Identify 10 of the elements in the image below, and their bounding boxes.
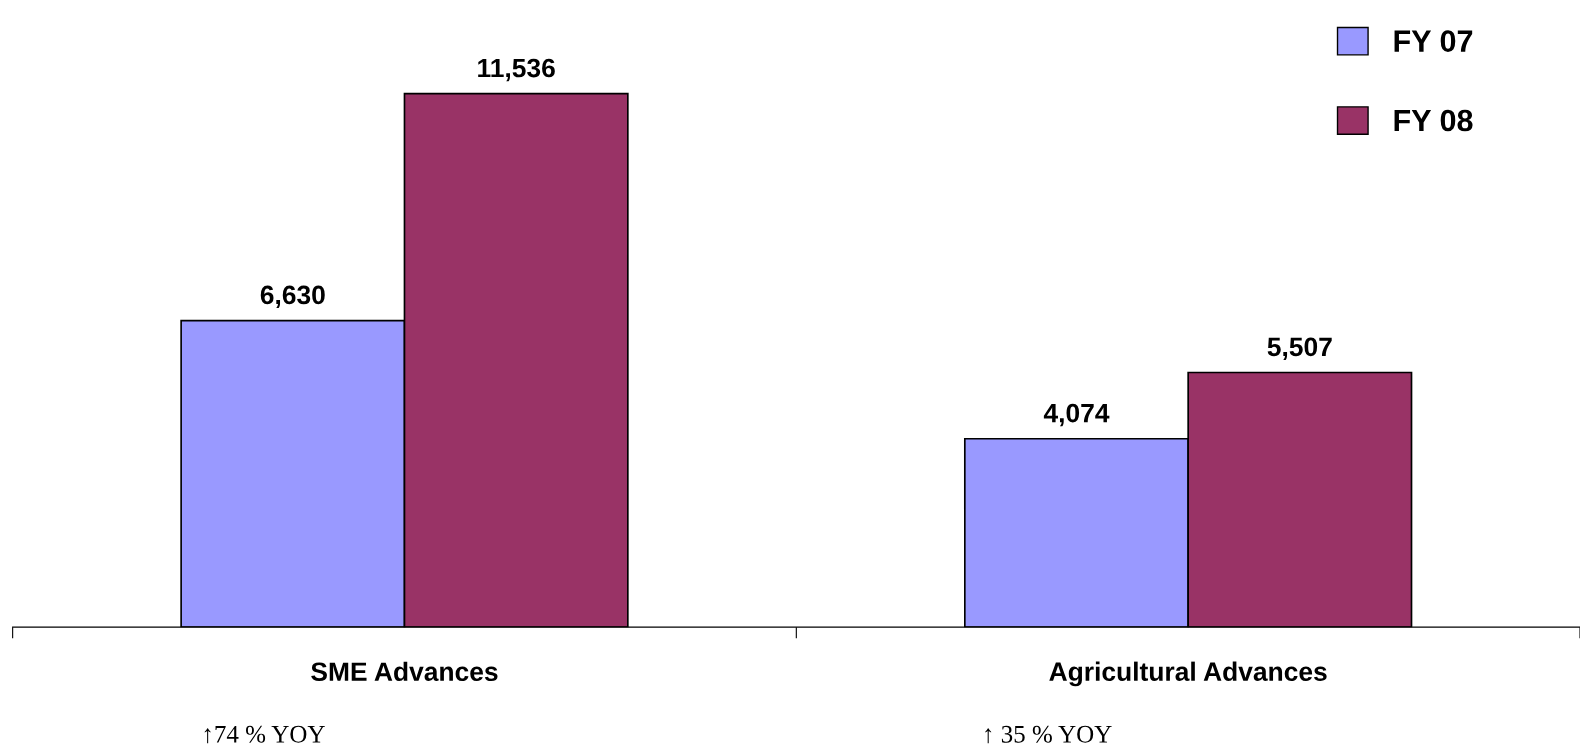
data-label: 11,536 — [478, 58, 555, 82]
legend-label: FY 07 — [1394, 30, 1473, 52]
data-label: 6,630 — [260, 285, 325, 309]
legend-label: FY 08 — [1394, 109, 1473, 132]
data-label: 4,074 — [1043, 403, 1110, 427]
text: ↑74 % YOY — [204, 725, 325, 744]
text: ↑ 35 % YOY — [985, 725, 1112, 744]
x-tick-label: SME Advances — [311, 661, 498, 682]
x-tick-label: Agricultural Advances — [1049, 661, 1327, 687]
data-label: 5,507 — [1267, 337, 1332, 360]
